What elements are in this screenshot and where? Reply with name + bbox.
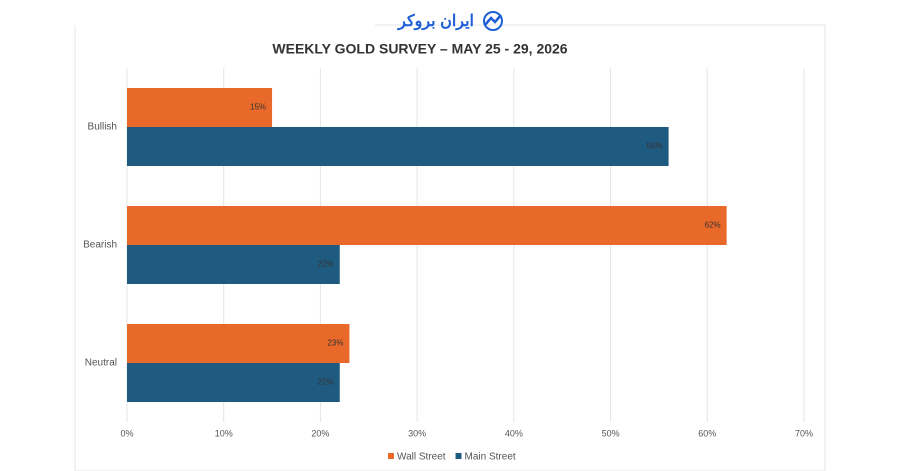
bar: [127, 88, 273, 127]
bar: [127, 127, 669, 166]
x-tick-label: 0%: [120, 428, 133, 438]
value-label: 15%: [250, 103, 266, 112]
logo-icon: [484, 14, 502, 26]
x-tick-label: 60%: [698, 428, 716, 438]
legend-label: Wall Street: [397, 452, 446, 463]
chart-title: WEEKLY GOLD SURVEY – MAY 25 - 29, 2026: [272, 41, 567, 57]
y-tick-label: Bearish: [83, 240, 117, 251]
x-tick-label: 40%: [505, 428, 523, 438]
watermark-logo: ایران بروکر: [397, 11, 503, 31]
value-label: 23%: [327, 339, 343, 348]
legend-label: Main Street: [465, 452, 516, 463]
x-tick-label: 70%: [795, 428, 813, 438]
bar: [127, 363, 340, 402]
value-label: 56%: [647, 142, 663, 151]
value-label: 62%: [705, 221, 721, 230]
x-tick-label: 50%: [602, 428, 620, 438]
bar: [127, 245, 340, 284]
x-tick-label: 20%: [311, 428, 329, 438]
value-label: 22%: [318, 260, 334, 269]
bar: [127, 206, 727, 245]
bar: [127, 324, 350, 363]
x-tick-label: 10%: [215, 428, 233, 438]
watermark: ایران بروکر: [397, 13, 474, 31]
value-label: 22%: [318, 378, 334, 387]
x-tick-label: 30%: [408, 428, 426, 438]
y-tick-label: Neutral: [85, 358, 117, 369]
legend-swatch: [388, 453, 394, 459]
legend-swatch: [455, 453, 462, 459]
logo-ring: [483, 11, 503, 31]
y-tick-label: Bullish: [88, 122, 117, 133]
